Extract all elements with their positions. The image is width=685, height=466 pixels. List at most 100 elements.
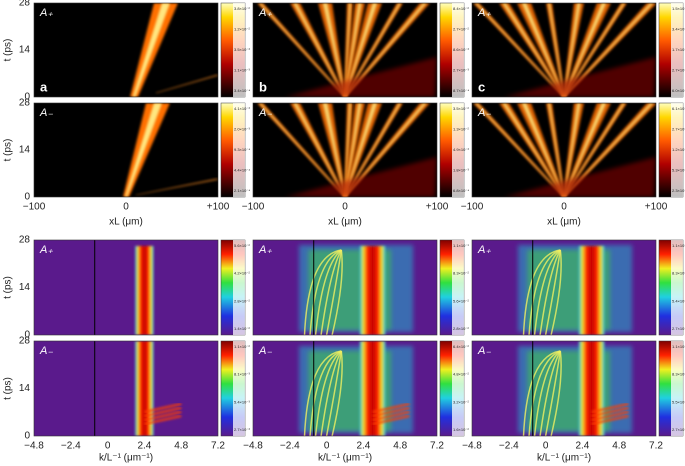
beam-core xyxy=(155,75,218,93)
beam-core xyxy=(502,103,565,197)
colorbar-tick-label: 2.3×10⁻³ xyxy=(672,188,685,193)
y-axis-label: t (ps) xyxy=(3,39,14,62)
colorbar-tick-label: 2.7×10⁻² xyxy=(672,127,685,132)
panel-background xyxy=(34,240,218,335)
colorbar-tick-label: 1.1×10⁻¹ xyxy=(672,344,685,349)
x-tick-label: 0 xyxy=(342,202,348,213)
colorbar-tick-label: 3.8×10⁻² xyxy=(234,6,250,11)
colorbar-tick-label: 5.4×10⁻³ xyxy=(234,399,250,404)
band xyxy=(359,246,386,335)
colorbar-tick-label: 1.8×10⁻³ xyxy=(453,168,469,173)
colorbar-tick-label: 2.7×10⁻² xyxy=(672,427,685,432)
colorbar-label-strip xyxy=(671,103,683,197)
fringe xyxy=(303,350,342,436)
beam xyxy=(563,3,611,97)
y-tick-label: 0 xyxy=(24,431,30,442)
colorbar-label-strip xyxy=(452,341,464,436)
colorbar-tick-label: 5.4×10⁻² xyxy=(672,298,685,303)
x-axis-label: k/L⁻¹ (μm⁻¹) xyxy=(99,453,153,464)
fringe xyxy=(331,249,343,335)
colorbar-tick-label: 2.7×10⁻³ xyxy=(234,427,250,432)
panel-field-label: A₊ xyxy=(477,244,491,256)
beam-core xyxy=(475,103,565,197)
fringe xyxy=(314,350,342,436)
x-tick-label: +100 xyxy=(207,202,230,213)
beam-core xyxy=(475,3,565,97)
stripe xyxy=(144,415,182,425)
colorbar-tick-label: 6.8×10⁻⁴ xyxy=(453,188,469,193)
colorbar-tick-label: 2.7×10⁻³ xyxy=(453,68,469,73)
colorbar-tick-label: 3.5×10⁻³ xyxy=(234,47,250,52)
y-tick-label: 28 xyxy=(19,0,31,9)
panel-background xyxy=(34,103,218,197)
beam-core xyxy=(344,103,362,197)
colorbar: 3.5×10⁻² 1.3×10⁻² 4.9×10⁻³ 1.8×10⁻³ 6.8×10⁻⁴ xyxy=(439,102,469,198)
colorbar-tick-label: 2.8×10⁻² xyxy=(234,298,250,303)
beam-core xyxy=(132,3,170,97)
beam-core xyxy=(293,3,346,97)
colorbar: 5.6×10⁻² 4.2×10⁻² 2.8×10⁻² 1.4×10⁻² xyxy=(220,239,250,336)
panel-field-label: A₊ xyxy=(39,244,53,256)
beam-core xyxy=(344,3,351,97)
x-tick-label: −4.8 xyxy=(24,441,44,452)
colorbar-tick-label: 5.5×10⁻² xyxy=(672,399,685,404)
band xyxy=(578,246,605,335)
y-tick-label: 0 xyxy=(24,330,30,341)
colorbar-tick-label: 9.3×10⁻⁴ xyxy=(234,147,250,152)
panel-frame xyxy=(471,239,657,336)
colorbar-tick-label: 4.2×10⁻² xyxy=(234,271,250,276)
heatmap-panel xyxy=(472,103,656,197)
fringe xyxy=(309,249,342,335)
fringe xyxy=(325,249,343,335)
x-axis-label: xL (μm) xyxy=(328,217,362,228)
colorbar-tick-label: 1.1×10⁻³ xyxy=(234,68,250,73)
beam-core xyxy=(563,103,581,197)
x-tick-label: 4.8 xyxy=(174,441,188,452)
stripe xyxy=(591,407,629,417)
heatmap-panel xyxy=(253,103,437,197)
colorbar-tick-label: 6.0×10⁻⁴ xyxy=(672,88,685,93)
colorbar-tick-label: 5.6×10⁻² xyxy=(453,298,469,303)
beam xyxy=(318,103,346,197)
colorbar-tick-label: 5.6×10⁻² xyxy=(234,243,250,248)
panel-field-label: A₋ xyxy=(39,107,53,119)
y-tick-label: 14 xyxy=(19,145,31,156)
colorbar-tick-label: 1.6×10⁻² xyxy=(453,427,469,432)
glow xyxy=(285,157,437,197)
colorbar-label-strip xyxy=(233,341,245,436)
fringe xyxy=(320,249,342,335)
beam-core xyxy=(563,3,654,97)
heatmap-panel xyxy=(34,3,218,97)
colorbar-label-strip xyxy=(452,240,464,335)
panel-frame xyxy=(33,2,219,98)
colorbar-tick-label: 3.2×10⁻² xyxy=(453,399,469,404)
fringe xyxy=(533,249,561,335)
panel-field-label: A₋ xyxy=(258,107,272,119)
y-tick-label: 28 xyxy=(19,98,31,109)
beam-core xyxy=(344,3,378,97)
colorbar-tick-label: 2.1×10⁻⁴ xyxy=(234,188,250,193)
beam-core xyxy=(344,103,427,197)
colorbar-label-strip xyxy=(671,3,683,97)
glow xyxy=(285,57,437,97)
stripe xyxy=(372,411,410,421)
fringe xyxy=(544,249,562,335)
x-tick-label: 0 xyxy=(105,441,111,452)
beam-core xyxy=(259,103,346,197)
beam-core xyxy=(259,3,346,97)
stripe xyxy=(372,415,410,425)
stripe xyxy=(144,407,182,417)
y-tick-label: 14 xyxy=(19,45,31,56)
beam-core xyxy=(125,103,162,197)
colorbar-tick-label: 3.5×10⁻² xyxy=(453,106,469,111)
x-tick-label: −4.8 xyxy=(462,441,482,452)
colorbar-tick-label: 4.1×10⁻³ xyxy=(234,106,250,111)
x-tick-label: −2.4 xyxy=(499,441,519,452)
colorbar: 6.1×10⁻² 2.7×10⁻² 1.2×10⁻² 5.3×10⁻³ 2.3×10⁻³ xyxy=(658,102,685,198)
x-tick-label: −4.8 xyxy=(243,441,263,452)
x-tick-label: 4.8 xyxy=(612,441,626,452)
beam-core xyxy=(521,3,565,97)
panel-field-label: A₋ xyxy=(39,345,53,357)
panel-frame xyxy=(33,340,219,437)
glow xyxy=(504,157,656,197)
